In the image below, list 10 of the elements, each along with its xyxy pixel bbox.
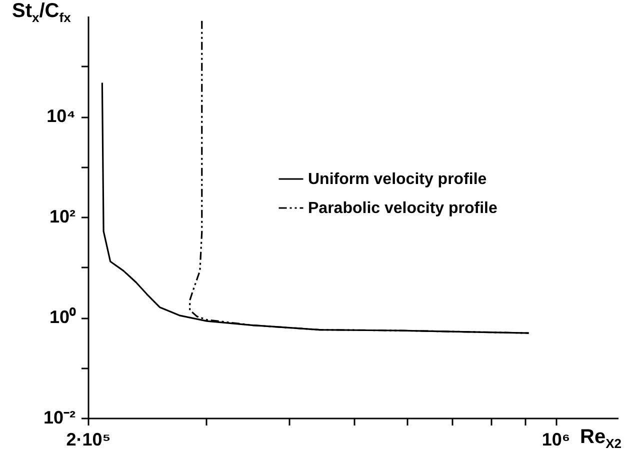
y-tick-label: 10² xyxy=(49,206,76,226)
y-tick-label: 10⁰ xyxy=(49,307,76,327)
x-tick-label: 10⁶ xyxy=(542,430,570,450)
y-tick-label: 10⁴ xyxy=(46,106,76,126)
x-tick-label: 2·10⁵ xyxy=(66,430,111,450)
y-axis-title: St$_{x}$/C$_{fx}$ xyxy=(12,0,71,25)
legend-label: Parabolic velocity profile xyxy=(308,200,498,217)
x-axis-title: Re$_{X2}$ xyxy=(580,426,622,451)
legend-label: Uniform velocity profile xyxy=(308,171,487,188)
y-tick-label: 10⁻² xyxy=(43,408,76,428)
